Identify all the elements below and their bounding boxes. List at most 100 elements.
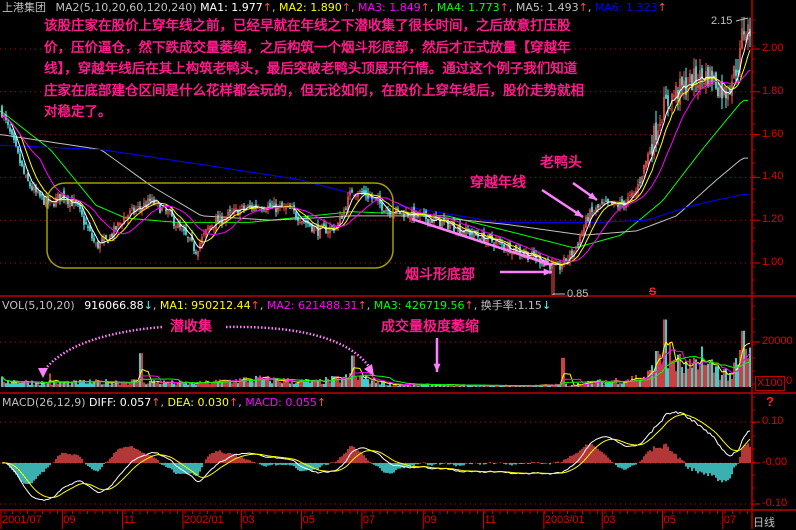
volume-bar	[109, 384, 111, 387]
candle-body	[473, 230, 475, 238]
x-tick-label: 2003/01	[544, 514, 585, 526]
candle-body	[301, 221, 303, 224]
volume-bar	[87, 383, 89, 387]
candle-body	[299, 222, 301, 224]
candle-body	[327, 230, 329, 234]
volume-bar	[737, 364, 739, 387]
volume-bar	[245, 377, 247, 387]
candle-body	[569, 251, 571, 262]
macd-label: DIFF:	[89, 396, 117, 409]
volume-bar	[211, 383, 213, 387]
candle-body	[77, 202, 79, 205]
volume-bar	[471, 385, 473, 387]
volume-bar	[279, 381, 281, 387]
candle-body	[43, 196, 45, 205]
candle-body	[319, 225, 321, 239]
signal-mark: S	[649, 286, 657, 298]
volume-bar	[741, 330, 743, 387]
price-header: 上港集团 MA2(5,10,20,60,120,240) MA1: 1.977↑…	[2, 1, 667, 15]
volume-bar	[669, 342, 671, 387]
volume-bar	[681, 367, 683, 387]
candle-body	[403, 213, 405, 218]
candle-body	[485, 239, 487, 244]
candle-body	[677, 90, 679, 100]
trend-up-icon: ↑	[341, 1, 351, 14]
volume-bar	[253, 382, 255, 387]
volume-bar	[441, 385, 443, 387]
candle-body	[451, 223, 453, 226]
candle-body	[369, 196, 371, 198]
volume-bar	[547, 385, 549, 387]
candle-body	[539, 255, 541, 264]
volume-bar	[455, 384, 457, 387]
candle-body	[63, 190, 65, 200]
x-tick-label: 03	[242, 514, 255, 526]
volume-bar	[311, 380, 313, 387]
volume-bar	[637, 380, 639, 387]
candle-body	[469, 230, 471, 236]
x-tick-label: 11	[484, 514, 496, 526]
volume-bar	[417, 385, 419, 387]
candle-body	[507, 243, 509, 252]
candle-body	[273, 202, 275, 208]
volume-bar	[405, 383, 407, 387]
volume-bar	[603, 384, 605, 387]
volume-bar	[29, 384, 31, 387]
volume-bar	[613, 380, 615, 387]
volume-bar	[383, 380, 385, 387]
question-icon[interactable]: ?	[766, 394, 774, 409]
candle-body	[71, 199, 73, 207]
candle-body	[101, 239, 103, 241]
candle-body	[285, 207, 287, 210]
candle-body	[615, 203, 617, 205]
volume-bar	[301, 379, 303, 387]
candle-body	[361, 191, 363, 193]
candle-body	[503, 244, 505, 249]
volume-bar	[47, 381, 49, 387]
period-label[interactable]: 日线	[753, 517, 775, 529]
label-cross-annual-line: 穿越年线	[470, 175, 526, 191]
candle-body	[113, 225, 115, 238]
candle-body	[653, 125, 655, 156]
volume-bar	[205, 380, 207, 387]
volume-bar	[387, 385, 389, 387]
volume-bar	[463, 384, 465, 387]
candle-body	[465, 226, 467, 236]
volume-bar	[477, 386, 479, 387]
candle-body	[21, 160, 23, 166]
candle-body	[59, 193, 61, 200]
volume-header: VOL(5,10,20) 916066.88↓, MA1: 950212.44↑…	[2, 299, 552, 312]
candle-body	[93, 238, 95, 242]
candle-body	[131, 207, 133, 209]
arrow-pipe-bottom-trend	[411, 217, 553, 267]
volume-bar	[189, 383, 191, 387]
candle-body	[259, 209, 261, 211]
candle-body	[349, 191, 351, 196]
candle-body	[167, 211, 169, 214]
volume-bar	[9, 383, 11, 387]
volume-bar	[501, 385, 503, 387]
candle-body	[281, 202, 283, 208]
candle-body	[501, 243, 503, 245]
volume-bar	[297, 381, 299, 387]
candle-body	[645, 160, 647, 168]
volume-bar	[495, 385, 497, 387]
volume-bar	[299, 379, 301, 387]
volume-bar	[197, 382, 199, 387]
volume-bar	[339, 382, 341, 387]
volume-ma-values: , MA1: 950212.44↑, MA2: 621488.31↑, MA3:…	[153, 299, 474, 312]
volume-bar	[13, 379, 15, 387]
candle-body	[405, 211, 407, 217]
volume-bar	[101, 384, 103, 387]
volume-bar	[153, 380, 155, 387]
volume-bar	[165, 381, 167, 387]
sep: ,	[152, 299, 160, 312]
macd-label: DEA:	[167, 396, 194, 409]
ma2-line	[1, 49, 751, 265]
candle-body	[197, 251, 199, 257]
candle-body	[265, 210, 267, 213]
ma-value: 1.849	[385, 1, 421, 14]
ma-label: MA1:	[200, 1, 228, 14]
candle-body	[665, 94, 667, 99]
label-latent-accumulation: 潜收集	[170, 319, 212, 335]
